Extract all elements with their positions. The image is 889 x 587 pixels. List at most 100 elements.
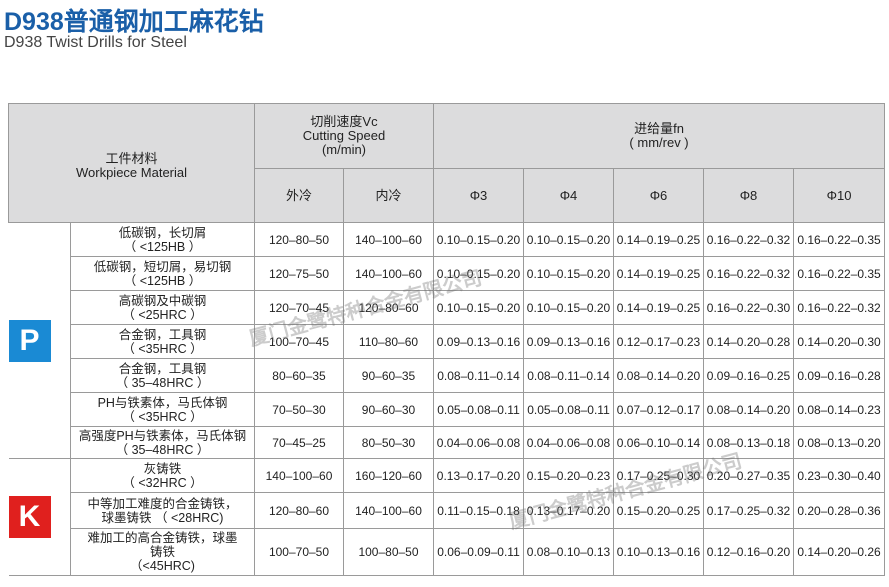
material-cell: 低碳钢，短切屑，易切钢（ <125HB ） [70,256,255,291]
data-row: 合金钢，工具钢（ 35–48HRC ） 80–60–35 90–60–35 0.08–… [9,358,886,393]
text-line: （ 35–48HRC ） [115,375,210,390]
value-cell: 0.14–0.20–0.30 [792,324,886,359]
data-row: 中等加工难度的合金铸铁， 球墨铸铁 （ <28HRC) 120–80–60 140–1… [9,492,886,529]
sub-header: Φ4 [523,168,614,223]
text-line: 低碳钢，长切屑 [118,225,207,240]
value-cell: 110–80–60 [343,324,434,359]
group-cell: K [8,458,71,576]
text-line: 铸铁 [149,545,175,559]
value-cell: 100–70–50 [254,528,344,576]
value-cell: 0.05–0.08–0.11 [523,392,614,427]
value-cell: 80–50–30 [343,426,434,459]
value-cell: 0.13–0.17–0.20 [523,492,614,529]
value-cell: 0.14–0.19–0.25 [613,290,704,325]
value-cell: 0.09–0.16–0.28 [792,358,886,393]
group-badge: K [8,496,51,538]
value-cell: 0.17–0.25–0.30 [613,458,704,493]
value-cell: 0.06–0.09–0.11 [433,528,524,576]
data-row: 高强度PH与铁素体，马氏体钢（ 35–48HRC ） 70–45–25 80–50–… [9,426,886,459]
value-cell: 0.08–0.10–0.13 [523,528,614,576]
value-cell: 140–100–60 [343,222,434,257]
value-cell: 140–100–60 [343,256,434,291]
value-cell: 0.10–0.15–0.20 [433,256,524,291]
material-cell: 低碳钢，长切屑（ <125HB ） [70,222,255,257]
value-cell: 70–45–25 [254,426,344,459]
value-cell: 120–70–45 [254,290,344,325]
value-cell: 0.08–0.11–0.14 [523,358,614,393]
text-line: PH与铁素体，马氏体钢 [97,395,228,410]
text-line: 低碳钢，短切屑，易切钢 [93,259,232,274]
value-cell: 0.10–0.13–0.16 [613,528,704,576]
value-cell: 0.06–0.10–0.14 [613,426,704,459]
value-cell: 0.10–0.15–0.20 [433,222,524,257]
value-cell: 0.08–0.13–0.18 [703,426,794,459]
text-line: （ <35HRC ） [122,341,203,356]
text-line: (m/min) [321,142,367,157]
header-row: 外冷 内冷 Φ3 Φ4 Φ6 Φ8 Φ10 [9,168,886,223]
sub-header: Φ3 [433,168,524,223]
value-cell: 0.10–0.15–0.20 [523,222,614,257]
value-cell: 90–60–35 [343,358,434,393]
title: D938普通钢加工麻花钻 [4,8,264,36]
text-line: 合金钢，工具钢 [118,361,207,376]
text-line: （<45HRC) [130,559,195,573]
value-cell: 160–120–60 [343,458,434,493]
text-line: 高碳钢及中碳钢 [118,293,207,308]
value-cell: 0.07–0.12–0.17 [613,392,704,427]
material-cell: 难加工的高合金铸铁，球墨 铸铁 （<45HRC) [70,528,255,576]
text-line: 高强度PH与铁素体，马氏体钢 [78,428,247,443]
value-cell: 120–80–60 [343,290,434,325]
table-body: P 低碳钢，长切屑（ <125HB ） 120–80–50 140–100–60 0.1… [8,222,886,576]
text-line: 合金钢，工具钢 [118,327,207,342]
text-line: 进给量fn [634,121,684,136]
value-cell: 0.20–0.28–0.36 [792,492,886,529]
text-line: （ 35–48HRC ） [115,442,210,457]
value-cell: 0.15–0.20–0.25 [613,492,704,529]
text-line: 中等加工难度的合金铸铁， [87,496,238,511]
value-cell: 0.13–0.17–0.20 [433,458,524,493]
value-cell: 0.10–0.15–0.20 [523,290,614,325]
data-row: PH与铁素体，马氏体钢（ <35HRC ） 70–50–30 90–60–30 0.0… [9,392,886,427]
material-cell: 灰铸铁（ <32HRC ） [70,458,255,493]
group-cell: P [8,222,71,459]
feed-header: 进给量fn( mm/rev ) [432,103,886,169]
material-cell: 高强度PH与铁素体，马氏体钢（ 35–48HRC ） [70,426,255,459]
data-row: K 灰铸铁（ <32HRC ） 140–100–60 160–120–60 0.13–0… [8,458,886,576]
data-row: 高碳钢及中碳钢（ <25HRC ） 120–70–45 120–80–60 0.10–… [9,290,886,325]
value-cell: 0.09–0.13–0.16 [433,324,524,359]
value-cell: 0.16–0.22–0.32 [792,290,886,325]
value-cell: 120–80–50 [254,222,344,257]
material-header: 工件材料 Workpiece Material [8,103,255,223]
text-line: 难加工的高合金铸铁，球墨 [87,531,238,545]
value-cell: 0.09–0.13–0.16 [523,324,614,359]
value-cell: 0.16–0.22–0.32 [703,256,794,291]
text-line: 球墨铸铁 （ <28HRC) [101,510,224,525]
data-row: 合金钢，工具钢（ <35HRC ） 100–70–45 110–80–60 0.09–… [9,324,886,359]
value-cell: 0.23–0.30–0.40 [792,458,886,493]
value-cell: 0.12–0.17–0.23 [613,324,704,359]
text-line: Cutting Speed [302,128,386,143]
text-line: 工件材料 [105,151,158,166]
value-cell: 140–100–60 [254,458,344,493]
value-cell: 70–50–30 [254,392,344,427]
data-row: P 低碳钢，长切屑（ <125HB ） 120–80–50 140–100–60 0.1… [8,222,886,459]
value-cell: 0.12–0.16–0.20 [703,528,794,576]
value-cell: 0.16–0.22–0.30 [703,290,794,325]
value-cell: 0.05–0.08–0.11 [433,392,524,427]
value-cell: 0.04–0.06–0.08 [523,426,614,459]
table-head: 工件材料 Workpiece Material 切削速度Vc Cutting Spee… [8,103,886,223]
text-line: 切削速度Vc [310,114,378,129]
text-line: （ <32HRC ） [122,475,203,490]
value-cell: 0.11–0.15–0.18 [433,492,524,529]
sub-header: Φ6 [613,168,704,223]
sub-header: 内冷 [343,168,434,223]
value-cell: 90–60–30 [343,392,434,427]
material-cell: 合金钢，工具钢（ <35HRC ） [70,324,255,359]
text-line: （ <35HRC ） [122,409,203,424]
text-line: Workpiece Material [75,165,188,180]
value-cell: 0.10–0.15–0.20 [433,290,524,325]
value-cell: 0.08–0.14–0.20 [703,392,794,427]
value-cell: 0.16–0.22–0.35 [792,256,886,291]
sub-header: Φ8 [703,168,794,223]
value-cell: 0.14–0.20–0.26 [792,528,886,576]
